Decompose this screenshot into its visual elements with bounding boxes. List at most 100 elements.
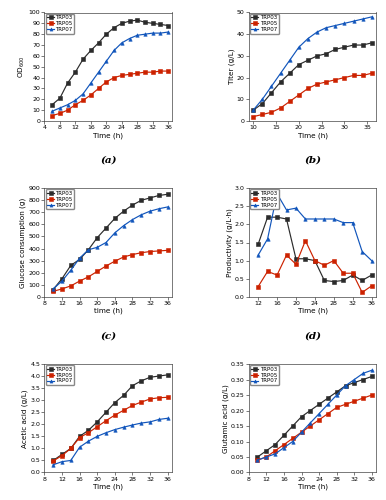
TRP07 bbox=[60, 278, 64, 284]
TRP05 bbox=[351, 72, 356, 78]
TRP07 bbox=[104, 58, 108, 64]
TRP05 bbox=[143, 69, 147, 75]
Legend: TRP03, TRP05, TRP07: TRP03, TRP05, TRP07 bbox=[46, 14, 74, 34]
TRP03 bbox=[166, 22, 171, 28]
TRP07 bbox=[351, 18, 356, 24]
Legend: TRP03, TRP05, TRP07: TRP03, TRP05, TRP07 bbox=[46, 190, 74, 210]
TRP05 bbox=[157, 395, 161, 401]
Line: TRP07: TRP07 bbox=[256, 192, 373, 262]
TRP07 bbox=[281, 444, 286, 450]
TRP05 bbox=[151, 69, 155, 75]
Text: (d): (d) bbox=[304, 332, 321, 340]
TRP05 bbox=[308, 423, 313, 429]
Text: (c): (c) bbox=[100, 332, 116, 340]
TRP03 bbox=[135, 17, 140, 23]
TRP07 bbox=[370, 367, 374, 373]
Y-axis label: OD$_{600}$: OD$_{600}$ bbox=[16, 56, 27, 78]
TRP05 bbox=[290, 436, 295, 442]
TRP07 bbox=[143, 31, 147, 37]
Legend: TRP03, TRP05, TRP07: TRP03, TRP05, TRP07 bbox=[250, 190, 279, 210]
TRP05 bbox=[322, 262, 327, 268]
TRP07 bbox=[121, 222, 126, 228]
TRP05 bbox=[119, 72, 124, 78]
TRP03 bbox=[60, 276, 64, 281]
TRP05 bbox=[68, 283, 73, 289]
TRP07 bbox=[278, 70, 283, 76]
TRP03 bbox=[151, 20, 155, 26]
TRP07 bbox=[256, 252, 261, 258]
TRP07 bbox=[77, 255, 82, 261]
TRP07 bbox=[139, 420, 144, 426]
TRP07 bbox=[333, 22, 338, 28]
TRP05 bbox=[273, 448, 278, 454]
TRP03 bbox=[157, 373, 161, 379]
TRP05 bbox=[275, 272, 279, 278]
TRP03 bbox=[361, 376, 366, 382]
TRP07 bbox=[352, 376, 357, 382]
Y-axis label: Glucose consumption (g): Glucose consumption (g) bbox=[20, 198, 26, 288]
Y-axis label: Titer (g/L): Titer (g/L) bbox=[228, 49, 235, 84]
TRP05 bbox=[148, 248, 152, 254]
TRP07 bbox=[288, 57, 292, 63]
TRP05 bbox=[315, 81, 319, 87]
TRP07 bbox=[313, 216, 317, 222]
TRP03 bbox=[139, 198, 144, 203]
TRP03 bbox=[104, 31, 108, 37]
TRP05 bbox=[86, 274, 91, 280]
TRP03 bbox=[68, 262, 73, 268]
TRP03 bbox=[77, 434, 82, 440]
TRP05 bbox=[350, 270, 355, 276]
TRP03 bbox=[86, 428, 91, 434]
Line: TRP03: TRP03 bbox=[256, 374, 374, 458]
TRP07 bbox=[315, 29, 319, 35]
TRP05 bbox=[166, 68, 171, 74]
TRP07 bbox=[157, 416, 161, 422]
TRP03 bbox=[60, 452, 64, 458]
Line: TRP03: TRP03 bbox=[252, 41, 374, 112]
TRP05 bbox=[343, 402, 348, 407]
Y-axis label: Productivity (g/L·h): Productivity (g/L·h) bbox=[226, 208, 232, 277]
Legend: TRP03, TRP05, TRP07: TRP03, TRP05, TRP07 bbox=[46, 365, 74, 385]
TRP07 bbox=[68, 458, 73, 464]
TRP03 bbox=[299, 414, 304, 420]
TRP07 bbox=[251, 107, 256, 113]
TRP03 bbox=[158, 22, 163, 28]
Line: TRP05: TRP05 bbox=[252, 72, 374, 118]
TRP07 bbox=[361, 16, 365, 22]
TRP05 bbox=[369, 283, 374, 289]
TRP05 bbox=[104, 418, 108, 424]
TRP03 bbox=[130, 382, 135, 388]
TRP05 bbox=[303, 238, 308, 244]
TRP03 bbox=[86, 246, 91, 252]
TRP05 bbox=[88, 92, 93, 98]
TRP07 bbox=[148, 208, 152, 214]
TRP03 bbox=[313, 258, 317, 264]
TRP05 bbox=[65, 107, 70, 113]
TRP07 bbox=[95, 244, 100, 250]
TRP03 bbox=[165, 372, 170, 378]
TRP07 bbox=[88, 80, 93, 86]
TRP03 bbox=[332, 278, 336, 284]
TRP03 bbox=[315, 53, 319, 59]
TRP07 bbox=[73, 98, 78, 103]
X-axis label: Time (h): Time (h) bbox=[298, 132, 327, 138]
TRP03 bbox=[369, 40, 374, 46]
TRP05 bbox=[326, 410, 330, 416]
TRP03 bbox=[269, 90, 274, 96]
TRP05 bbox=[260, 112, 265, 117]
TRP03 bbox=[326, 395, 330, 401]
TRP07 bbox=[342, 20, 347, 26]
TRP03 bbox=[148, 374, 152, 380]
TRP07 bbox=[127, 36, 132, 42]
TRP05 bbox=[51, 288, 56, 294]
TRP03 bbox=[104, 409, 108, 415]
TRP05 bbox=[127, 72, 132, 78]
TRP03 bbox=[148, 195, 152, 201]
TRP05 bbox=[269, 110, 274, 116]
TRP03 bbox=[119, 20, 124, 26]
TRP05 bbox=[104, 263, 108, 269]
Line: TRP07: TRP07 bbox=[51, 30, 170, 113]
TRP03 bbox=[65, 80, 70, 86]
Line: TRP05: TRP05 bbox=[256, 239, 373, 294]
TRP07 bbox=[148, 419, 152, 425]
